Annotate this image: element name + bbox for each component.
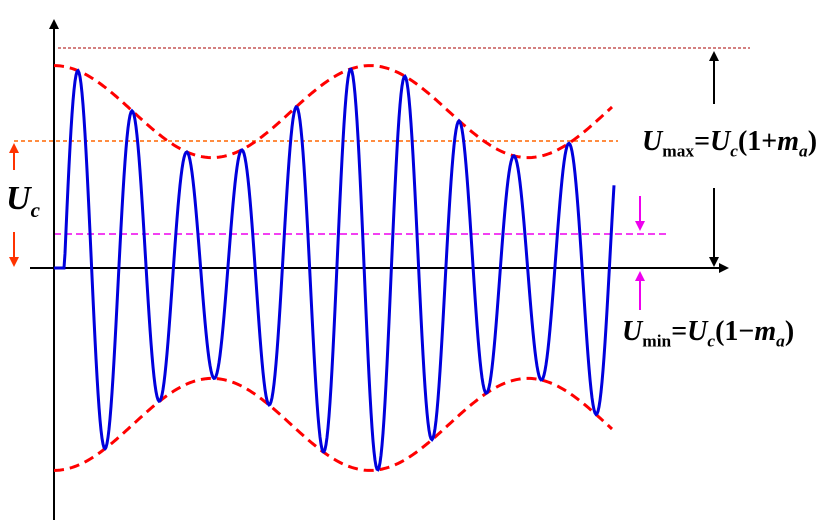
- umax-formula-label: Umax=Uc(1+ma): [642, 126, 818, 161]
- upper-envelope-curve: [54, 64, 614, 160]
- uc-label: Uc: [6, 180, 40, 222]
- am-carrier-waveform: [54, 67, 616, 472]
- umin-formula-label: Umin=Uc(1−ma): [622, 316, 795, 351]
- lower-envelope-curve: [54, 376, 614, 472]
